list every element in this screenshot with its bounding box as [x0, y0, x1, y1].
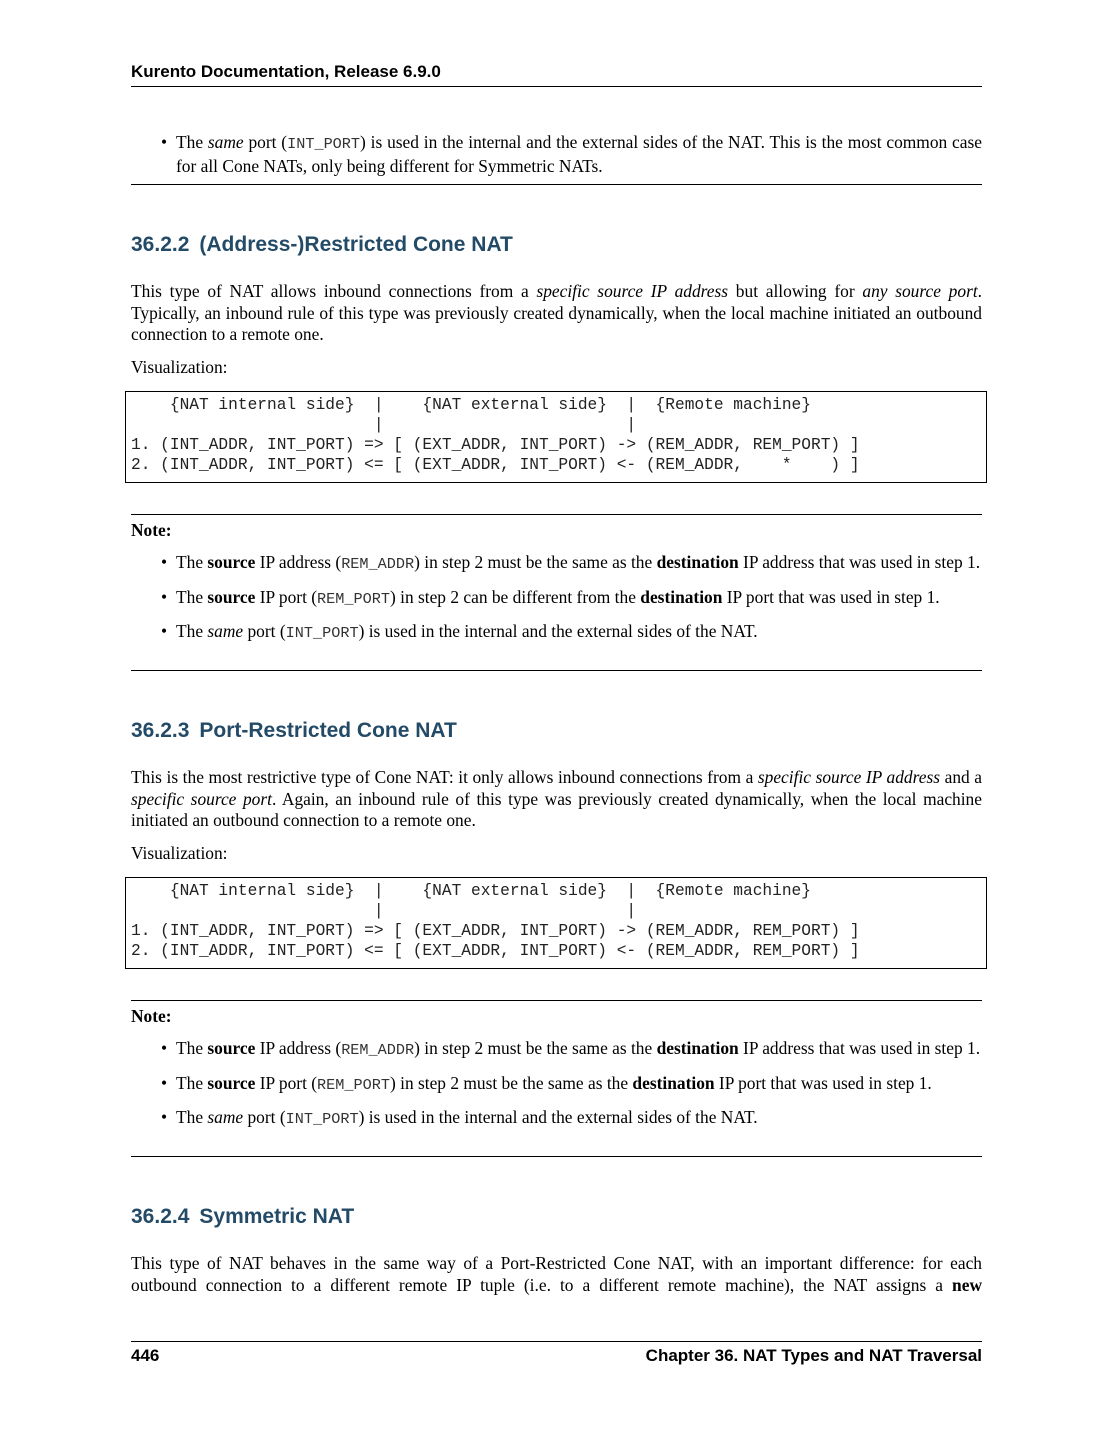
note-bullet: The same port (INT_PORT) is used in the … [131, 1107, 982, 1131]
section-heading: 36.2.4 Symmetric NAT [131, 1205, 355, 1228]
note-bullet: The source IP port (REM_PORT) in step 2 … [131, 1073, 982, 1097]
visualization-label: Visualization: [131, 357, 228, 377]
note-bullet: The source IP port (REM_PORT) in step 2 … [131, 587, 982, 611]
footer-rule [131, 1341, 982, 1342]
note-bullet: The source IP address (REM_ADDR) in step… [131, 1038, 982, 1062]
code-block: {NAT internal side} | {NAT external side… [125, 877, 987, 969]
visualization-label: Visualization: [131, 843, 228, 863]
note-list: The same port (INT_PORT) is used in the … [131, 132, 982, 188]
note-bullet: The same port (INT_PORT) is used in the … [131, 621, 982, 645]
note-rule [131, 514, 982, 515]
paragraph: This is the most restrictive type of Con… [131, 767, 983, 830]
note-label: Note: [131, 1006, 172, 1026]
page-number: 446 [131, 1346, 160, 1365]
running-footer: 446 Chapter 36. NAT Types and NAT Traver… [131, 1346, 982, 1366]
note-rule [131, 1000, 982, 1001]
header-rule [131, 86, 982, 87]
paragraph: This type of NAT allows inbound connecti… [131, 281, 983, 344]
note-rule [131, 670, 982, 671]
note-list: The source IP address (REM_ADDR) in step… [131, 552, 982, 656]
note-bullet: The source IP address (REM_ADDR) in step… [131, 552, 982, 576]
paragraph: This type of NAT behaves in the same way… [131, 1253, 982, 1295]
running-header: Kurento Documentation, Release 6.9.0 [131, 62, 441, 81]
note-rule [131, 1156, 982, 1157]
note-bullet: The same port (INT_PORT) is used in the … [131, 132, 982, 177]
section-heading: 36.2.3 Port-Restricted Cone NAT [131, 719, 457, 742]
note-label: Note: [131, 520, 172, 540]
code-block: {NAT internal side} | {NAT external side… [125, 391, 987, 483]
note-rule [131, 184, 982, 185]
note-list: The source IP address (REM_ADDR) in step… [131, 1038, 982, 1142]
section-heading: 36.2.2 (Address-)Restricted Cone NAT [131, 233, 513, 256]
chapter-title: Chapter 36. NAT Types and NAT Traversal [645, 1346, 982, 1365]
